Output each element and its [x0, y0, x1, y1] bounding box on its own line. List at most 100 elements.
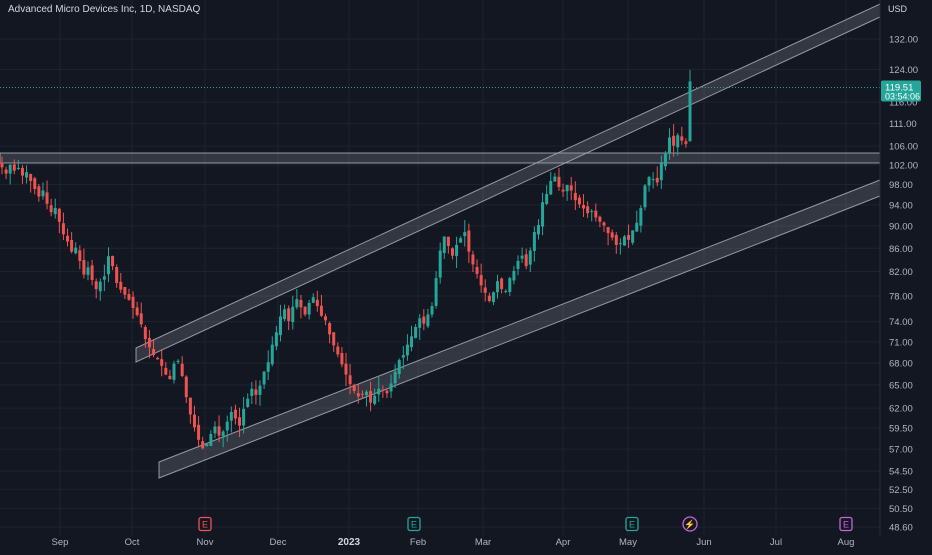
candle[interactable]: [647, 177, 651, 186]
candle[interactable]: [582, 204, 586, 209]
candle[interactable]: [479, 275, 483, 286]
candle[interactable]: [139, 313, 143, 325]
candle[interactable]: [573, 192, 577, 201]
price-tick-label[interactable]: 78.00: [889, 291, 913, 302]
candle[interactable]: [450, 248, 454, 256]
candle[interactable]: [217, 426, 221, 436]
candle[interactable]: [283, 309, 287, 320]
candle[interactable]: [565, 184, 569, 192]
candle[interactable]: [147, 337, 151, 348]
candle[interactable]: [53, 207, 57, 215]
price-tick-label[interactable]: 74.00: [889, 317, 913, 328]
candle[interactable]: [549, 180, 553, 195]
candle[interactable]: [414, 326, 418, 338]
time-tick-label[interactable]: Sep: [52, 537, 69, 548]
candle[interactable]: [463, 232, 467, 237]
price-tick-label[interactable]: 54.50: [889, 467, 913, 478]
candle[interactable]: [25, 172, 29, 178]
candle[interactable]: [291, 306, 295, 323]
candle[interactable]: [82, 260, 86, 275]
candle[interactable]: [213, 426, 217, 434]
price-tick-label[interactable]: 50.50: [889, 504, 913, 515]
candles[interactable]: [0, 70, 692, 450]
candle[interactable]: [622, 236, 626, 246]
price-tick-label[interactable]: 102.00: [889, 160, 918, 171]
candle[interactable]: [229, 412, 233, 421]
candle[interactable]: [377, 388, 381, 395]
price-tick-label[interactable]: 82.00: [889, 267, 913, 278]
candle[interactable]: [180, 363, 184, 377]
candle[interactable]: [348, 375, 352, 385]
candle[interactable]: [295, 299, 299, 308]
candle[interactable]: [115, 267, 119, 283]
candle[interactable]: [561, 189, 565, 192]
candle[interactable]: [397, 360, 401, 375]
candle[interactable]: [41, 190, 45, 197]
candle[interactable]: [610, 232, 614, 238]
candle[interactable]: [524, 254, 528, 267]
price-tick-label[interactable]: 48.60: [889, 523, 913, 534]
price-tick-label[interactable]: 65.00: [889, 380, 913, 391]
candle[interactable]: [553, 176, 557, 182]
price-tick-label[interactable]: 57.00: [889, 445, 913, 456]
candle[interactable]: [557, 176, 561, 187]
candle[interactable]: [16, 167, 20, 170]
candle[interactable]: [143, 327, 147, 340]
candle[interactable]: [516, 260, 520, 270]
candle[interactable]: [70, 239, 74, 252]
price-tick-label[interactable]: 90.00: [889, 222, 913, 233]
candle[interactable]: [135, 307, 139, 316]
earnings-event-icon[interactable]: E: [625, 516, 639, 532]
candle[interactable]: [491, 292, 495, 303]
candle[interactable]: [332, 332, 336, 346]
candle[interactable]: [270, 344, 274, 365]
candle[interactable]: [385, 390, 389, 394]
candle[interactable]: [45, 192, 49, 204]
time-tick-label[interactable]: Dec: [270, 537, 287, 548]
candle[interactable]: [328, 323, 332, 335]
candle[interactable]: [287, 308, 291, 321]
earnings-event-icon[interactable]: E: [407, 516, 421, 532]
candle[interactable]: [389, 383, 393, 392]
candle[interactable]: [123, 287, 127, 295]
candle[interactable]: [520, 255, 524, 259]
candle[interactable]: [352, 384, 356, 392]
candle[interactable]: [475, 266, 479, 274]
resistance-zone[interactable]: [0, 152, 881, 164]
candle[interactable]: [315, 299, 319, 307]
event-badge[interactable]: [682, 516, 698, 532]
candle[interactable]: [238, 417, 242, 426]
price-tick-label[interactable]: 59.50: [889, 424, 913, 435]
split-event-icon[interactable]: ⚡: [682, 516, 698, 532]
price-tick-label[interactable]: 116.00: [889, 98, 917, 109]
candle[interactable]: [4, 169, 8, 174]
candle[interactable]: [266, 362, 270, 372]
candle[interactable]: [20, 167, 24, 176]
candle[interactable]: [434, 278, 438, 306]
candle[interactable]: [303, 306, 307, 315]
candle[interactable]: [577, 197, 581, 205]
candle[interactable]: [663, 152, 667, 167]
candle[interactable]: [78, 250, 82, 261]
candle[interactable]: [668, 137, 672, 153]
candle[interactable]: [655, 177, 659, 183]
candle[interactable]: [168, 375, 172, 380]
candle[interactable]: [594, 210, 598, 218]
candle[interactable]: [680, 136, 684, 141]
candle[interactable]: [651, 179, 655, 181]
time-tick-label[interactable]: Oct: [125, 537, 140, 548]
candle[interactable]: [278, 316, 282, 336]
time-tick-label[interactable]: Jul: [770, 537, 782, 548]
candle[interactable]: [627, 235, 631, 240]
candle[interactable]: [336, 346, 340, 355]
event-markers[interactable]: E E E ⚡ E: [198, 516, 853, 532]
earnings-event-icon[interactable]: E: [198, 516, 212, 532]
candle[interactable]: [250, 388, 254, 396]
candle[interactable]: [156, 357, 160, 360]
candle[interactable]: [119, 281, 123, 290]
price-tick-label[interactable]: 132.00: [889, 35, 918, 46]
time-tick-label[interactable]: Apr: [556, 537, 571, 548]
time-tick-label[interactable]: Jun: [696, 537, 711, 548]
candle[interactable]: [500, 278, 504, 290]
